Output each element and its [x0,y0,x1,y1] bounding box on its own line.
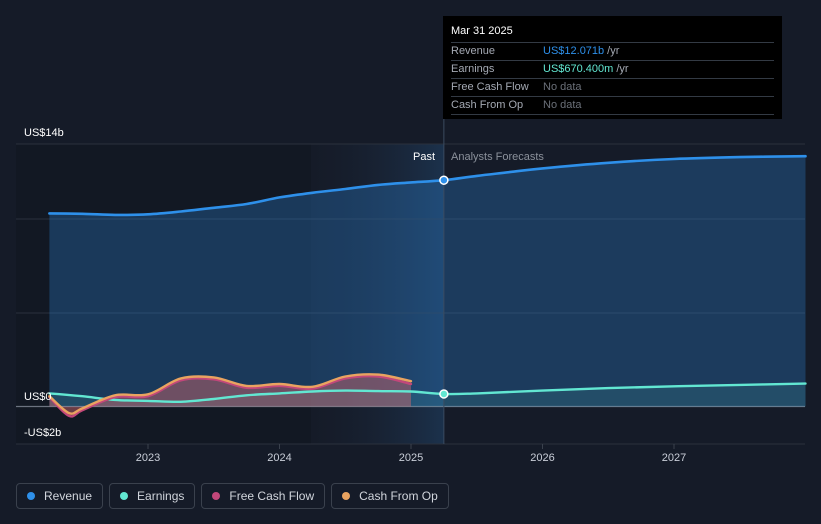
legend-item-revenue[interactable]: Revenue [16,483,104,509]
tooltip-label: Free Cash Flow [451,81,529,93]
cash-from-op-dot-icon [342,492,351,500]
tooltip-value: US$12.071b [543,45,605,57]
earnings-highlight-point [439,389,449,399]
tooltip-value: US$670.400m [543,63,614,75]
x-tick-label: 2026 [530,452,554,464]
revenue-highlight-point [439,175,449,185]
tooltip-unit: /yr [616,63,629,75]
legend: Revenue Earnings Free Cash Flow Cash Fro… [16,483,449,509]
legend-label: Earnings [137,489,185,503]
tooltip-label: Revenue [451,45,496,57]
earnings-area [49,383,806,407]
legend-label: Cash From Op [359,489,438,503]
y-tick-label: US$14b [24,127,64,139]
earnings-line [48,382,807,404]
tooltip-value: No data [543,81,582,93]
past-label: Past [413,151,435,163]
x-tick-label: 2027 [662,452,686,464]
free-cash-flow-dot-icon [212,492,221,500]
cash-from-op-area [49,374,412,414]
series-areas [49,156,806,417]
y-axis-labels: US$14b US$0 -US$2b [24,127,64,439]
cash-from-op-line [48,373,413,415]
earnings-dot-icon [120,492,129,500]
tooltip-unit: /yr [607,45,620,57]
tooltip-panel: Mar 31 2025 Revenue US$12.071b /yr Earni… [443,16,782,119]
tooltip-label: Earnings [451,63,495,75]
tooltip-row-free-cash-flow: Free Cash Flow No data [451,78,774,96]
series-lines [48,154,807,418]
legend-item-free-cash-flow[interactable]: Free Cash Flow [201,483,326,509]
legend-label: Free Cash Flow [229,489,315,503]
tooltip-row-revenue: Revenue US$12.071b /yr [451,42,774,60]
past-shade [311,144,444,444]
tooltip-value: No data [543,99,582,111]
tooltip-date: Mar 31 2025 [451,25,513,37]
x-tick-label: 2024 [267,452,291,464]
tooltip-row-earnings: Earnings US$670.400m /yr [451,60,774,78]
y-tick-label: US$0 [24,391,52,403]
free-cash-flow-line [48,374,413,418]
highlight-points [439,175,449,399]
x-axis-labels: 2023 2024 2025 2026 2027 [136,444,686,464]
legend-label: Revenue [44,489,93,503]
forecast-label: Analysts Forecasts [451,151,544,163]
y-tick-label: -US$2b [24,427,61,439]
revenue-line [48,154,807,217]
revenue-dot-icon [27,492,35,500]
revenue-area [49,156,806,407]
tooltip-label: Cash From Op [451,99,524,111]
legend-item-cash-from-op[interactable]: Cash From Op [331,483,449,509]
tooltip-row-cash-from-op: Cash From Op No data [451,96,774,115]
legend-item-earnings[interactable]: Earnings [109,483,196,509]
x-tick-label: 2023 [136,452,160,464]
x-tick-label: 2025 [399,452,423,464]
